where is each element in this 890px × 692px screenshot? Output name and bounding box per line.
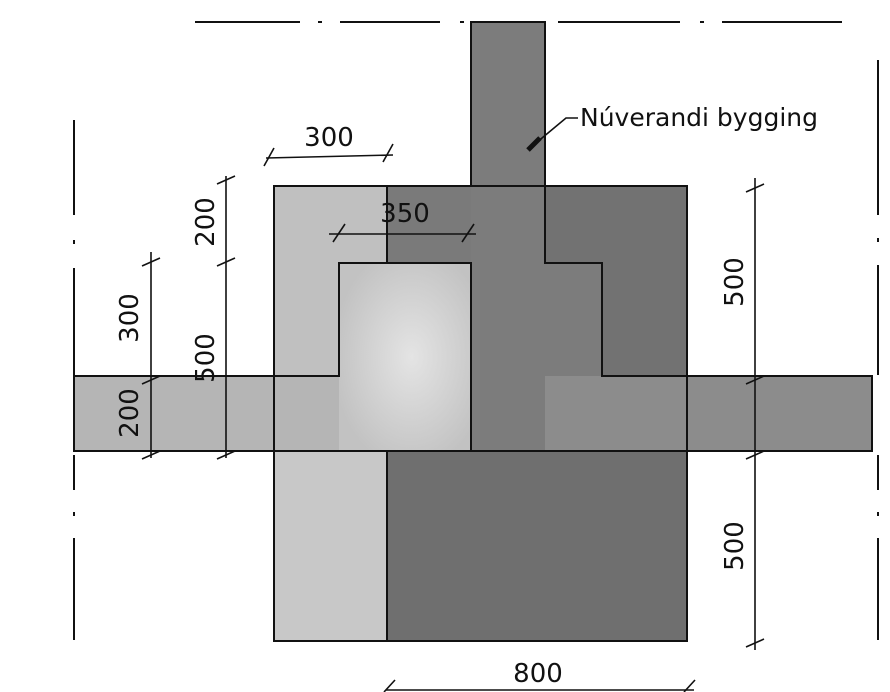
- right-beam: [545, 376, 872, 451]
- plan-outlines: [73, 21, 873, 642]
- dim-left-beam-height: 200: [115, 388, 145, 438]
- lower-dark-block: [387, 451, 687, 641]
- left-lower-region: [274, 451, 387, 641]
- inner-light-block: [339, 263, 471, 451]
- plan-regions: [74, 22, 872, 641]
- existing-building-label: Núverandi bygging: [580, 103, 818, 132]
- dim-top-width: 300: [304, 123, 354, 153]
- dimension-labels: 300 350 200 300 500 200 500 500 800: [115, 123, 750, 689]
- left-beam: [74, 376, 387, 451]
- dim-right-upper-height: 500: [720, 257, 750, 307]
- existing-building: [471, 22, 602, 451]
- dim-left-mid-height: 300: [115, 293, 145, 343]
- dim-bottom-width: 800: [513, 659, 563, 689]
- dim-inner-width: 350: [380, 199, 430, 229]
- center-lines: [73, 21, 879, 640]
- dim-right-lower-height: 500: [720, 521, 750, 571]
- top-mid-dark-block: [387, 186, 471, 263]
- dim-left-top-height: 200: [191, 197, 221, 247]
- dim-left-full-height: 500: [191, 333, 221, 383]
- dimension-lines: [141, 117, 765, 692]
